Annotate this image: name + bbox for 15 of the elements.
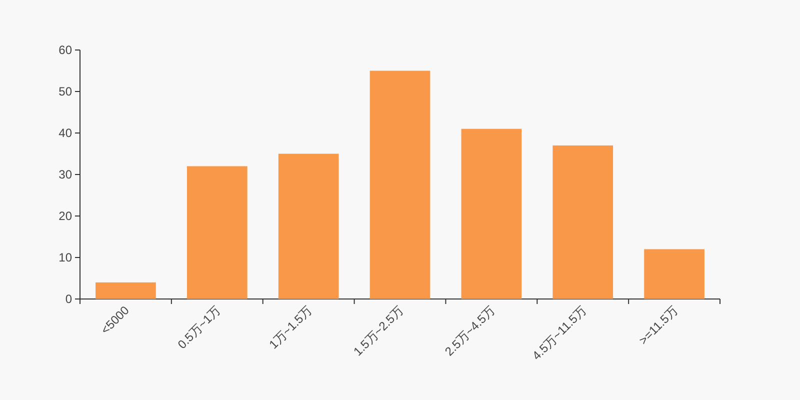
bar	[96, 282, 156, 299]
y-tick-label: 40	[58, 126, 72, 140]
y-tick-label: 0	[65, 292, 72, 306]
bar	[186, 166, 248, 299]
y-tick-label: 30	[58, 168, 72, 182]
y-tick-label: 60	[58, 43, 72, 57]
y-tick-label: 20	[58, 209, 72, 223]
x-tick-label: 0.5万~1万	[174, 303, 224, 352]
bar	[552, 145, 614, 299]
bar	[370, 70, 430, 299]
y-tick-label: 50	[58, 84, 72, 98]
bar	[278, 154, 339, 299]
bar	[461, 128, 522, 299]
bar	[644, 249, 704, 299]
y-tick-label: 10	[58, 250, 72, 264]
